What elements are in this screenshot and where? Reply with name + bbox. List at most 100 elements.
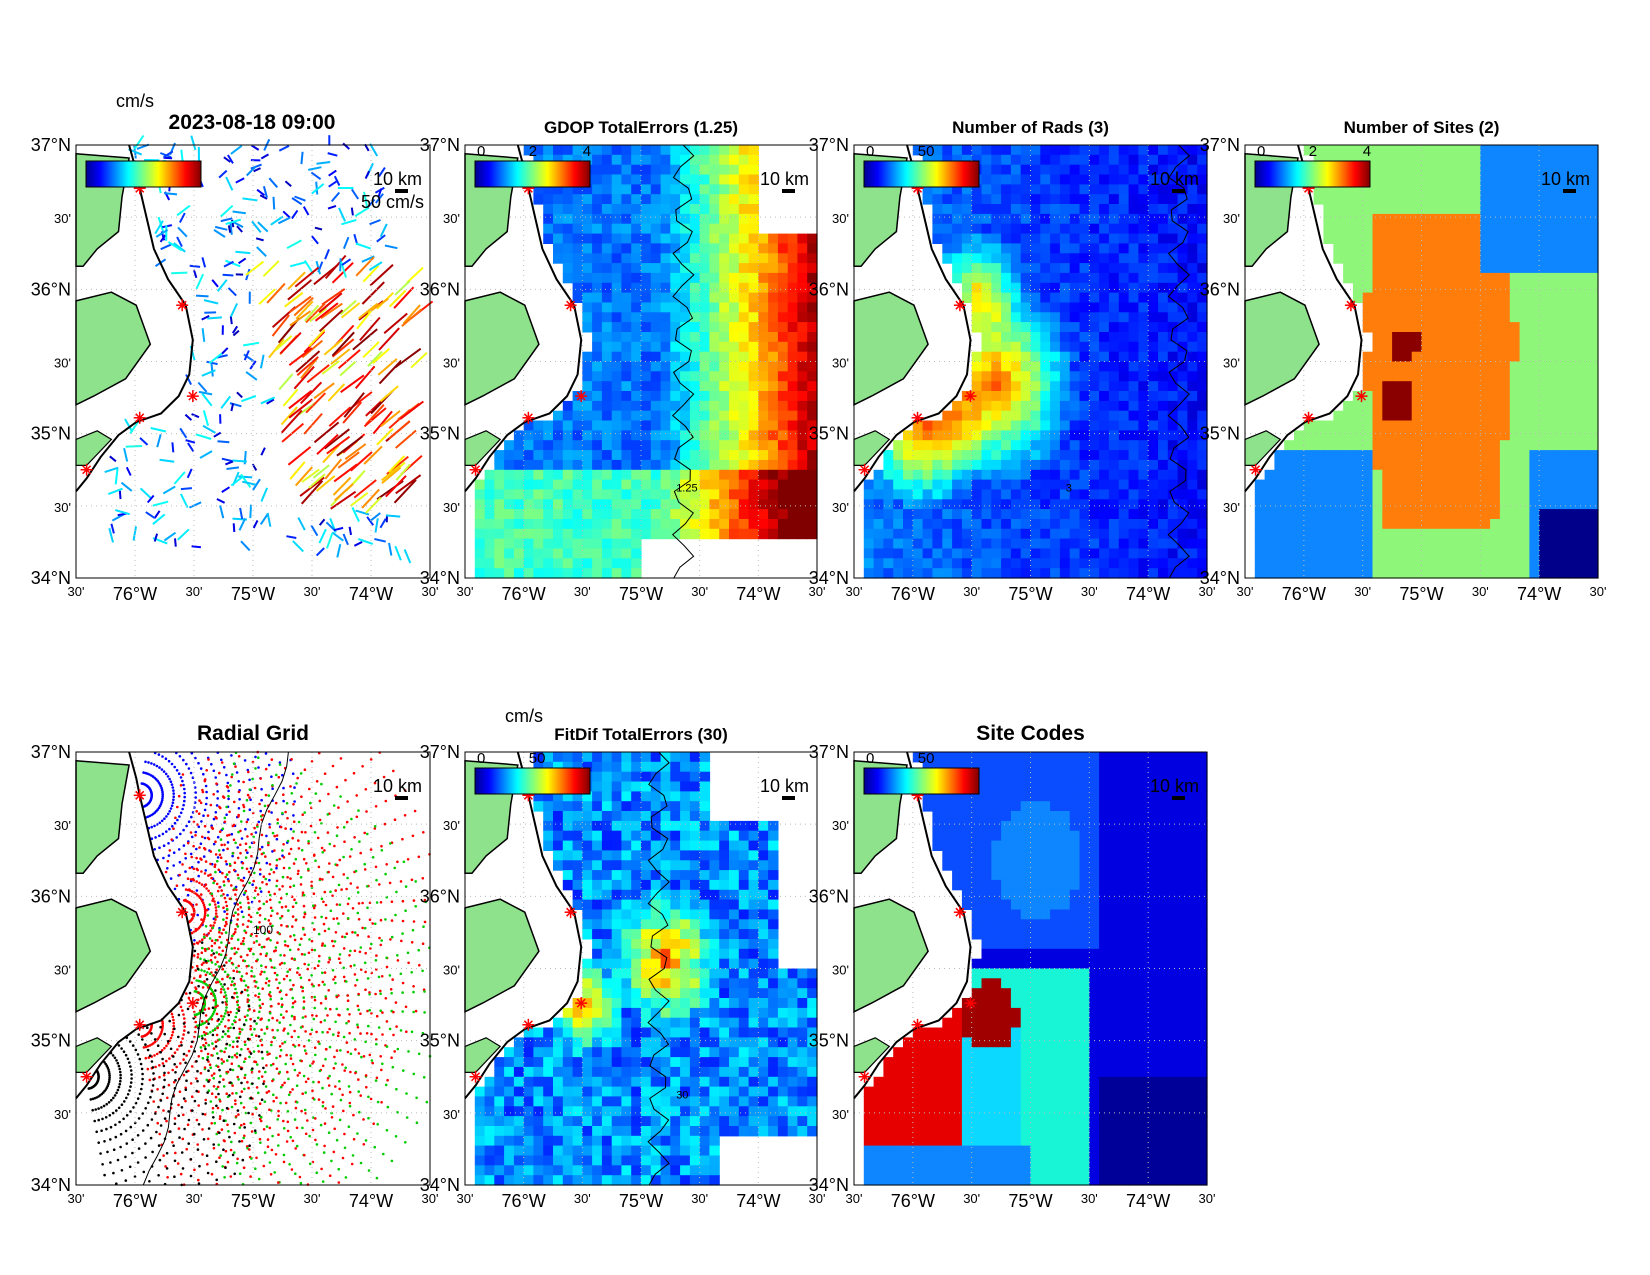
field-cell	[758, 499, 769, 510]
field-cell	[1099, 243, 1110, 254]
field-cell	[1040, 302, 1051, 313]
field-cell	[1519, 410, 1530, 422]
field-cell	[1303, 469, 1315, 481]
field-cell	[1167, 568, 1179, 579]
radial-grid-point	[374, 865, 378, 869]
field-cell	[553, 450, 564, 461]
current-vector	[388, 542, 393, 556]
field-cell	[641, 479, 652, 490]
field-cell	[1421, 528, 1432, 540]
field-cell	[807, 332, 818, 343]
field-cell	[1303, 440, 1315, 451]
field-cell	[1352, 213, 1364, 225]
field-cell	[1059, 519, 1071, 530]
field-cell	[1343, 450, 1354, 461]
current-vector	[239, 507, 244, 520]
field-cell	[1010, 174, 1022, 185]
field-cell	[650, 381, 662, 392]
field-cell	[1421, 420, 1432, 431]
field-cell	[729, 272, 740, 284]
field-cell	[1529, 361, 1540, 372]
field-cell	[1490, 430, 1501, 441]
radial-grid-point	[264, 793, 268, 797]
field-cell	[1020, 341, 1032, 353]
field-cell	[1549, 213, 1560, 225]
field-cell	[631, 440, 642, 451]
field-cell	[601, 322, 613, 333]
field-cell	[981, 499, 992, 510]
field-cell	[777, 400, 789, 412]
current-vector	[299, 381, 323, 405]
field-cell	[611, 381, 623, 392]
field-cell	[1059, 263, 1071, 274]
field-cell	[1030, 184, 1041, 195]
radial-grid-point	[215, 882, 219, 886]
field-cell	[699, 154, 711, 166]
field-cell	[1167, 440, 1179, 451]
field-cell	[1059, 272, 1071, 284]
field-cell	[1069, 184, 1081, 195]
site-marker	[1302, 411, 1315, 424]
field-cell	[533, 154, 544, 166]
radial-grid-point	[275, 866, 278, 870]
field-cell	[961, 489, 973, 500]
radial-grid-point	[269, 922, 272, 925]
field-cell	[1401, 204, 1413, 215]
field-cell	[1050, 381, 1061, 392]
field-cell	[1313, 489, 1324, 500]
field-cell	[1529, 174, 1540, 185]
field-cell	[991, 263, 1002, 274]
field-cell	[942, 568, 953, 579]
field-cell	[1059, 371, 1071, 382]
radial-grid-point	[225, 813, 228, 816]
field-cell	[1059, 489, 1071, 500]
field-cell	[719, 174, 730, 185]
radial-grid-point	[209, 803, 213, 807]
field-cell	[1460, 302, 1472, 313]
field-cell	[1352, 263, 1364, 274]
field-cell	[1509, 548, 1521, 559]
field-cell	[903, 548, 914, 559]
field-cell	[1148, 450, 1159, 461]
field-cell	[1167, 145, 1179, 156]
field-cell	[1568, 253, 1579, 264]
field-cell	[1099, 420, 1110, 431]
field-cell	[1549, 440, 1560, 451]
field-cell	[1568, 420, 1579, 431]
field-cell	[1588, 213, 1599, 225]
field-cell	[1421, 263, 1432, 274]
field-cell	[601, 351, 613, 363]
lat-tick-label: 30'	[1223, 500, 1240, 515]
field-cell	[1558, 302, 1570, 313]
field-cell	[1382, 154, 1393, 166]
field-cell	[1059, 391, 1071, 402]
contour-label: 1.25	[676, 482, 697, 494]
field-cell	[1030, 499, 1041, 510]
field-cell	[533, 194, 544, 205]
field-cell	[932, 223, 943, 235]
field-cell	[1392, 430, 1403, 441]
field-cell	[533, 509, 544, 520]
field-cell	[601, 302, 613, 313]
radial-grid-point	[352, 771, 356, 775]
field-cell	[572, 233, 583, 244]
field-cell	[1578, 371, 1589, 382]
field-cell	[932, 420, 943, 431]
field-cell	[1460, 322, 1472, 333]
radial-grid-point	[284, 827, 287, 830]
field-cell	[699, 528, 711, 540]
field-cell	[562, 420, 574, 431]
lon-tick-label: 30'	[574, 584, 591, 599]
field-cell	[621, 538, 632, 549]
field-cell	[660, 420, 671, 431]
field-cell	[680, 292, 691, 303]
field-cell	[1480, 292, 1491, 303]
field-cell	[650, 223, 662, 235]
field-cell	[1431, 440, 1442, 451]
field-cell	[1099, 440, 1110, 451]
field-cell	[494, 450, 505, 461]
field-cell	[1578, 548, 1589, 559]
current-vector	[139, 487, 153, 500]
field-cell	[729, 479, 740, 490]
field-cell	[699, 519, 711, 530]
